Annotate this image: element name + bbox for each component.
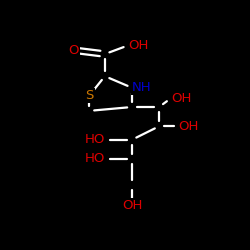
Text: OH: OH xyxy=(122,199,142,212)
Text: S: S xyxy=(85,89,94,102)
Text: OH: OH xyxy=(171,92,191,105)
Text: NH: NH xyxy=(132,81,152,94)
Text: HO: HO xyxy=(84,152,105,166)
Text: OH: OH xyxy=(178,120,199,133)
Text: OH: OH xyxy=(128,39,148,52)
Text: O: O xyxy=(68,44,79,57)
Text: HO: HO xyxy=(84,133,105,146)
